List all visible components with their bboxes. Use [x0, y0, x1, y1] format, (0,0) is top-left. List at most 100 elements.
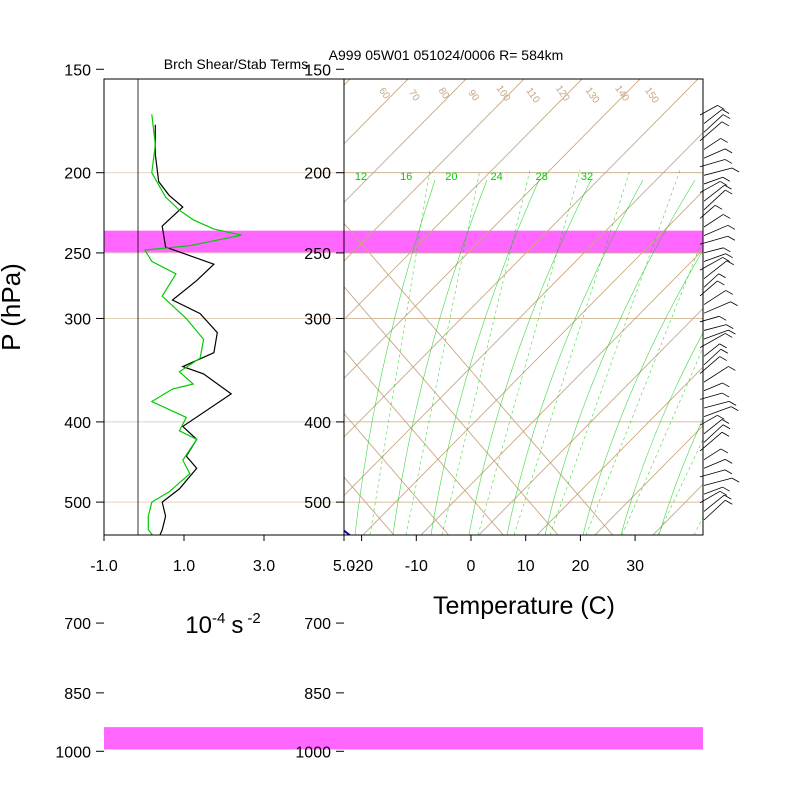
- wind-barb-5: [703, 148, 733, 159]
- left-x-ticks: -1.0 1.0 3.0 5.0: [90, 535, 355, 575]
- wind-barb-feather-5: [724, 148, 733, 154]
- dry-adiabat-2: [420, 249, 703, 535]
- isotherm--60: [0, 44, 158, 768]
- mixing-ratio-line-1: [405, 169, 481, 535]
- mixing-ratio-line-0: [369, 169, 431, 535]
- y-tick-label-700: 700: [64, 616, 91, 633]
- wind-barb-17: [703, 253, 733, 262]
- left-series-line-1: [143, 114, 242, 535]
- isotherm--50: [0, 44, 213, 768]
- wind-barb-30: [699, 356, 727, 374]
- wind-barb-feather-44: [722, 486, 730, 492]
- moist-adiabat-6: [582, 249, 703, 535]
- wind-barb-shaft-35: [703, 406, 732, 417]
- right-y-tick-label-150: 150: [304, 62, 331, 79]
- y-tick-label-1000: 1000: [55, 744, 91, 761]
- wind-barb-feather-39: [721, 431, 730, 437]
- temp-tick-label-2: 0: [467, 558, 476, 575]
- wind-barb-feather-38: [722, 424, 731, 430]
- wind-barb-shaft-42: [699, 469, 726, 478]
- wind-barb-shaft-12: [699, 205, 716, 219]
- x-tick-label-2: 3.0: [253, 558, 275, 575]
- mixing-ratio-label-12: 12: [355, 171, 367, 183]
- isotherm--10: [0, 44, 431, 768]
- mixing-ratio-label-16: 16: [400, 171, 412, 183]
- temp-tick-label-0: -20: [350, 558, 373, 575]
- wind-barb-shaft-24: [699, 315, 720, 323]
- right-y-tick-label-500: 500: [304, 495, 331, 512]
- wind-barb-shaft-2: [703, 114, 724, 133]
- wind-barb-feather-41: [725, 459, 733, 464]
- wind-barb-7: [703, 167, 740, 176]
- mixing-ratio-line-9: [693, 516, 703, 535]
- wind-barb-14: [703, 224, 736, 237]
- dry-adiabat--3: [344, 79, 583, 321]
- wind-barb-feather-11: [725, 189, 733, 195]
- wind-barb-feather-0: [717, 105, 725, 110]
- wind-barb-9: [699, 181, 728, 193]
- right-y-tick-label-250: 250: [304, 246, 331, 263]
- wind-barb-feather-20: [718, 273, 726, 279]
- isotherm-30: [344, 413, 450, 535]
- dry-adiabat--5: [344, 79, 467, 204]
- wind-barb-feather-29: [720, 348, 729, 354]
- wind-barb-13: [703, 214, 731, 228]
- isotherm--30: [0, 44, 322, 768]
- mixing-ratio-line-4: [513, 169, 631, 535]
- right-y-tick-label-200: 200: [304, 166, 331, 183]
- wind-barb-shaft-36: [699, 414, 718, 426]
- wind-barb-16: [703, 247, 731, 254]
- wind-barb-feather-21: [717, 280, 725, 286]
- wind-barb-4: [703, 138, 728, 150]
- y-tick-label-500: 500: [64, 495, 91, 512]
- wind-barb-feather-46: [724, 494, 732, 500]
- wind-barb-shaft-34: [703, 400, 730, 409]
- wind-barb-shaft-41: [703, 459, 726, 469]
- dry-adiabat--2: [344, 79, 641, 379]
- right-x-axis-label: Temperature (C): [433, 592, 615, 620]
- wind-barb-feather-42: [724, 469, 733, 475]
- wind-barb-shaft-17: [703, 253, 726, 262]
- left-y-ticks: 150 200 250 300 400 500 700 850 1000: [55, 62, 104, 761]
- wind-barb-shaft-20: [703, 273, 719, 288]
- wind-barb-feather-25: [726, 324, 734, 329]
- wind-barb-shaft-1: [703, 109, 723, 124]
- mixing-ratio-line-5: [549, 169, 681, 535]
- wind-barb-27: [699, 333, 733, 349]
- wind-barb-34: [703, 400, 737, 409]
- wind-barb-feather-1: [721, 109, 730, 114]
- wind-barb-feather-24: [719, 315, 727, 321]
- wind-barb-29: [703, 348, 729, 366]
- temp-tick-label-3: 10: [517, 558, 535, 575]
- dry-adiabat--7: [344, 79, 351, 86]
- temp-tick-label-1: -10: [405, 558, 428, 575]
- wind-barb-feather-13: [723, 214, 731, 219]
- wind-barb-feather-36: [717, 414, 725, 420]
- wind-barb-45: [699, 490, 728, 504]
- wind-barb-shaft-5: [703, 148, 726, 159]
- wind-barb-shaft-19: [703, 260, 728, 280]
- isotherm-20: [344, 476, 395, 535]
- wind-barb-feather-19: [726, 260, 734, 266]
- wind-barb-shaft-30: [699, 356, 720, 374]
- dry-adiabat-0: [344, 131, 703, 497]
- y-tick-label-200: 200: [64, 166, 91, 183]
- theta-label-150: 150: [642, 86, 661, 106]
- wind-barb-shaft-4: [703, 138, 721, 150]
- moist-adiabat-1: [392, 179, 488, 535]
- wind-barb-feather-10: [724, 184, 732, 190]
- wind-barb-feather-17: [725, 253, 733, 259]
- wind-barb-feather-15: [727, 235, 736, 241]
- moist-adiabat-8: [658, 418, 703, 535]
- wind-barb-feather-34: [728, 401, 737, 406]
- wind-barb-feather-28: [719, 343, 727, 349]
- mixing-ratio-line-2: [441, 169, 531, 535]
- wind-barb-23: [703, 301, 738, 314]
- dry-adiabat-3: [478, 307, 703, 535]
- wind-barb-shaft-37: [703, 419, 723, 435]
- left-series-group: [143, 114, 242, 535]
- wind-barb-shaft-33: [699, 392, 723, 400]
- left-panel-frame: [103, 78, 345, 536]
- wind-barb-shaft-47: [703, 499, 726, 521]
